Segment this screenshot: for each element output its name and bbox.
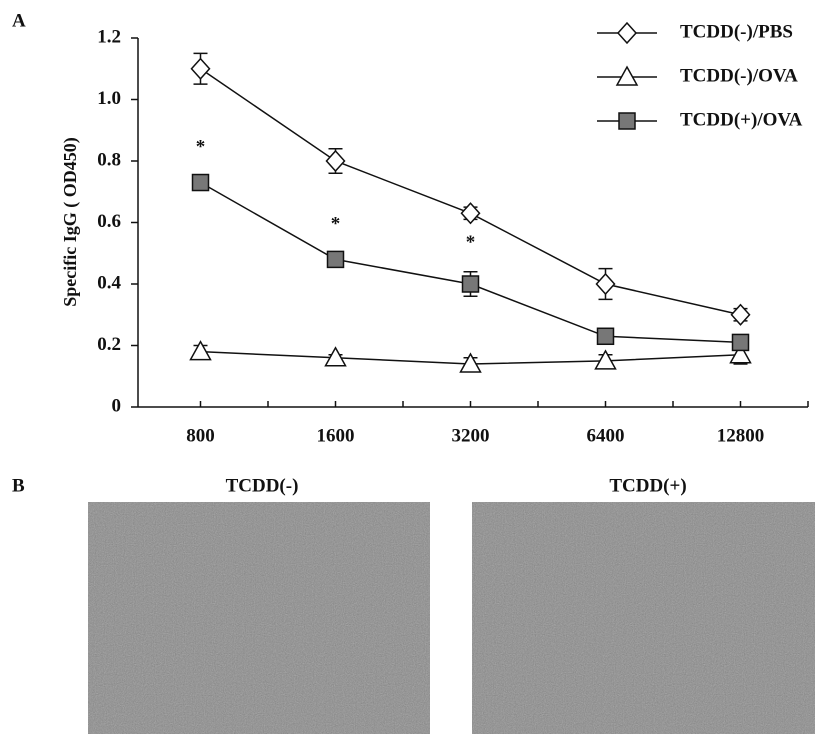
data-point — [190, 57, 211, 80]
data-point — [730, 303, 751, 326]
data-point — [189, 340, 212, 361]
significance-mark: * — [466, 232, 476, 253]
x-tick-label: 12800 — [717, 425, 765, 446]
y-tick-label: 1.2 — [97, 26, 121, 47]
data-point — [461, 275, 480, 293]
legend-label: TCDD(-)/PBS — [680, 21, 793, 42]
y-tick-label: 1.0 — [97, 88, 121, 109]
image-title: TCDD(-) — [226, 475, 299, 496]
y-tick-label: 0.8 — [97, 149, 121, 170]
panel-label: A — [12, 10, 26, 31]
legend-label: TCDD(-)/OVA — [680, 65, 798, 86]
data-point — [325, 149, 346, 173]
x-tick-label: 6400 — [587, 425, 625, 446]
y-tick-label: 0.4 — [97, 272, 121, 293]
data-point — [324, 346, 347, 367]
data-point — [731, 333, 750, 352]
data-point — [594, 349, 617, 370]
x-tick-label: 3200 — [452, 425, 490, 446]
y-tick-label: 0.2 — [97, 334, 121, 355]
micrograph — [88, 502, 430, 734]
data-point — [460, 202, 481, 225]
data-point — [459, 352, 482, 373]
y-tick-label: 0.6 — [97, 211, 121, 232]
legend-marker — [615, 65, 639, 86]
legend-marker — [618, 112, 636, 130]
data-point — [191, 173, 210, 192]
significance-mark: * — [196, 137, 206, 158]
data-point — [595, 272, 616, 296]
y-axis-label: Specific IgG ( OD450) — [60, 137, 81, 306]
data-point — [596, 327, 615, 346]
x-tick-label: 1600 — [317, 425, 355, 446]
legend-label: TCDD(+)/OVA — [680, 109, 803, 130]
legend-marker — [616, 21, 638, 45]
data-point — [326, 250, 345, 269]
micrograph — [472, 502, 815, 734]
data-point — [729, 343, 752, 364]
image-title: TCDD(+) — [609, 475, 686, 496]
y-tick-label: 0 — [112, 395, 122, 416]
x-tick-label: 800 — [186, 425, 215, 446]
significance-mark: * — [331, 214, 341, 235]
panel-label: B — [12, 475, 25, 496]
